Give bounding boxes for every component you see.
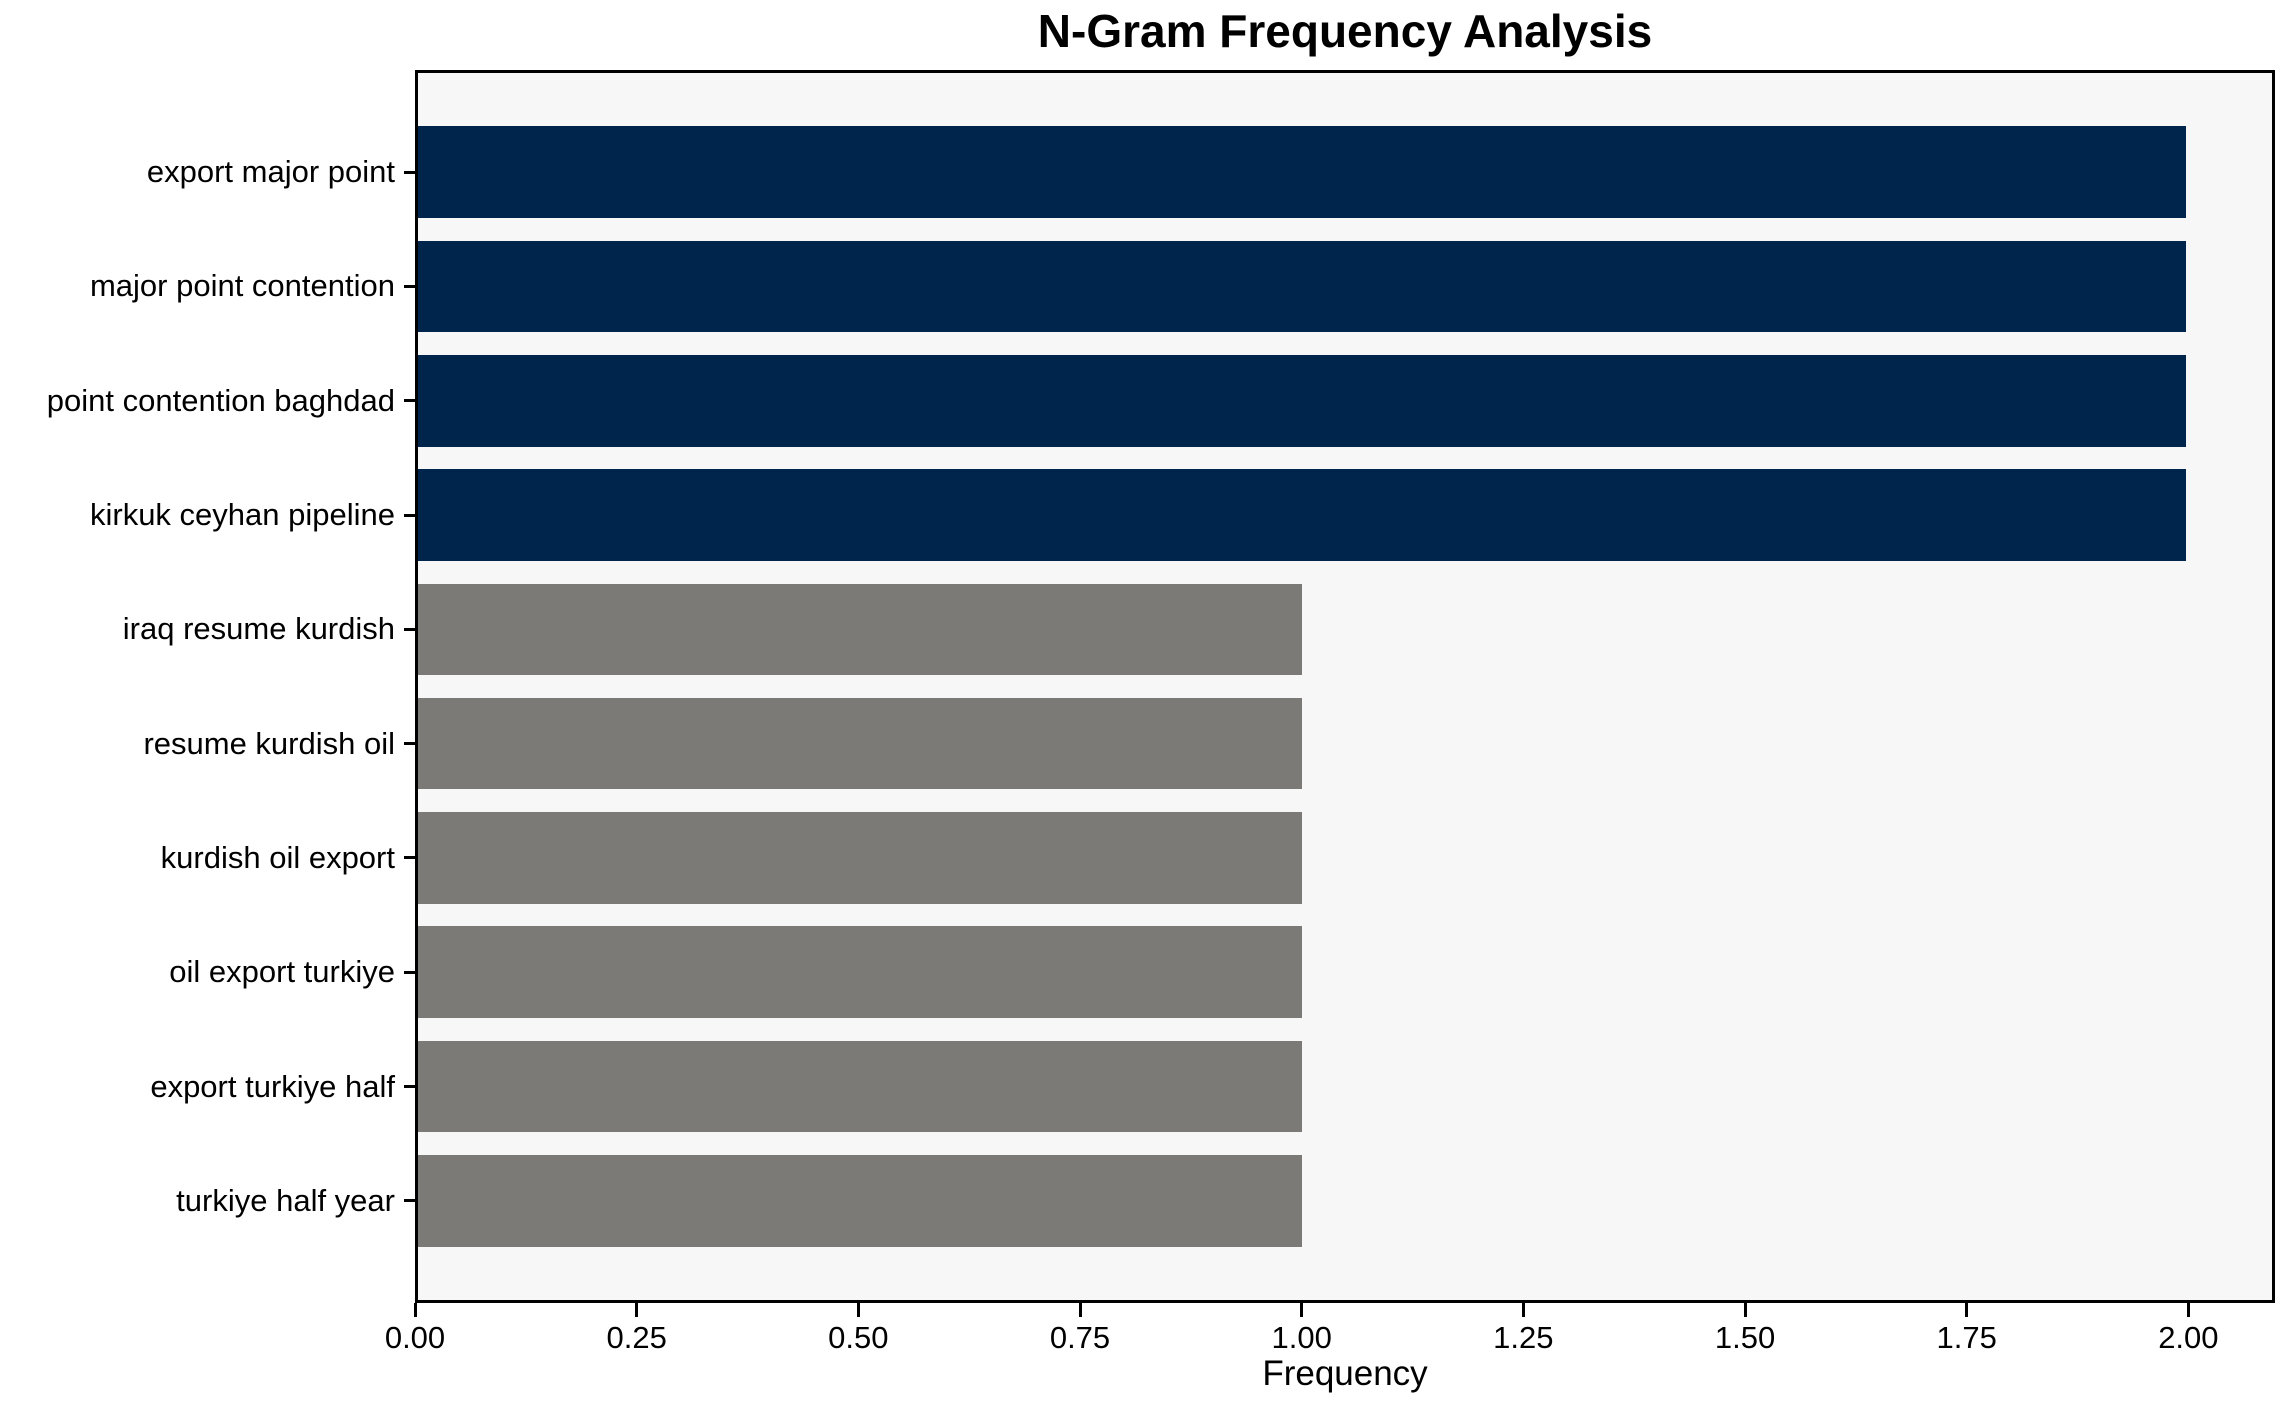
x-tick-mark [635,1303,639,1317]
y-tick-mark [404,170,415,174]
x-tick-label: 1.25 [1493,1320,1554,1355]
y-tick-row: point contention baghdad [0,355,415,447]
y-axis-labels: export major point major point contention… [0,70,415,1303]
x-tick-mark [1078,1303,1082,1317]
x-tick-mark [1521,1303,1525,1317]
y-tick-label: point contention baghdad [46,382,395,418]
y-tick-mark [404,742,415,746]
y-tick-row: kirkuk ceyhan pipeline [0,469,415,561]
x-tick-mark [856,1303,860,1317]
x-tick-label: 1.75 [1936,1320,1997,1355]
y-tick-label: resume kurdish oil [143,725,395,761]
bar [418,469,2186,561]
x-tick-label: 0.75 [1049,1320,1111,1355]
y-tick-label: iraq resume kurdish [122,611,395,647]
bar [418,355,2186,447]
y-tick-label: oil export turkiye [169,954,395,990]
chart-title: N-Gram Frequency Analysis [1037,5,1653,57]
bar [418,583,1302,676]
bar [418,697,1302,790]
y-tick-row: kurdish oil export [0,812,415,904]
x-tick-mark [1743,1303,1747,1317]
x-tick-label: 0.00 [384,1320,446,1355]
y-tick-label: turkiye half year [176,1182,395,1218]
y-tick-mark [404,970,415,974]
plot-area [415,70,2275,1303]
x-tick-label: 1.00 [1271,1320,1332,1355]
y-tick-mark [404,399,415,403]
x-tick-label: 1.50 [1714,1320,1776,1355]
bar [418,926,1302,1018]
y-tick-label: kirkuk ceyhan pipeline [89,497,395,533]
bar [418,126,2186,218]
y-tick-row: major point contention [0,241,415,333]
y-tick-row: export major point [0,126,415,218]
y-tick-label: kurdish oil export [160,839,395,875]
y-tick-label: major point contention [89,268,395,304]
bar [418,240,2186,333]
bars-container [418,73,2272,1300]
y-tick-mark [404,284,415,288]
x-tick-mark [413,1303,417,1317]
y-tick-label: export major point [146,154,395,190]
y-tick-row: oil export turkiye [0,926,415,1018]
x-tick-mark [2186,1303,2190,1317]
y-tick-mark [404,513,415,517]
y-tick-mark [404,1199,415,1203]
y-tick-row: resume kurdish oil [0,698,415,790]
y-tick-mark [404,1085,415,1089]
bar [418,1155,1302,1247]
x-tick-label: 2.00 [2158,1320,2219,1355]
x-tick-mark [1965,1303,1969,1317]
x-tick-label: 0.50 [828,1320,889,1355]
y-tick-row: export turkiye half [0,1041,415,1133]
y-tick-row: turkiye half year [0,1155,415,1247]
y-tick-label: export turkiye half [150,1068,395,1104]
y-tick-mark [404,856,415,860]
x-axis-label: Frequency [1262,1354,1428,1393]
bar [418,812,1302,904]
y-tick-row: iraq resume kurdish [0,584,415,676]
y-tick-mark [404,627,415,631]
x-tick-label: 0.25 [606,1320,667,1355]
bar [418,1040,1302,1133]
x-tick-mark [1300,1303,1304,1317]
